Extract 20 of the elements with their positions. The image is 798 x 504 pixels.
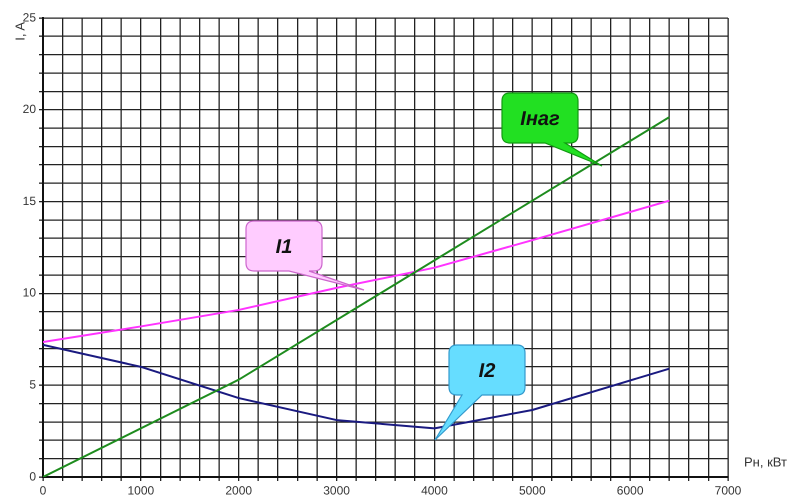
series-label: I1 [276,236,292,258]
y-tick-label: 20 [22,102,36,116]
y-axis-title: I, A [12,22,28,41]
y-tick-label: 10 [22,286,36,300]
x-tick-label: 7000 [714,484,742,498]
y-tick-label: 5 [29,378,36,392]
x-tick-label: 5000 [518,484,546,498]
y-tick-label: 0 [29,469,36,484]
x-tick-label: 1000 [128,484,155,498]
x-tick-label: 6000 [616,484,644,498]
x-axis-title: Pн, кВт [744,454,787,470]
x-tick-label: 3000 [323,484,350,498]
speech-bubble: I1 [244,218,366,292]
speech-bubble: I2 [433,342,528,442]
x-tick-label: 4000 [421,484,448,498]
series-label: I2 [479,360,496,382]
speech-bubble: Iнаг [500,90,604,168]
x-tick-label: 0 [40,484,47,498]
x-tick-label: 2000 [225,484,252,498]
y-tick-label: 15 [22,194,36,208]
